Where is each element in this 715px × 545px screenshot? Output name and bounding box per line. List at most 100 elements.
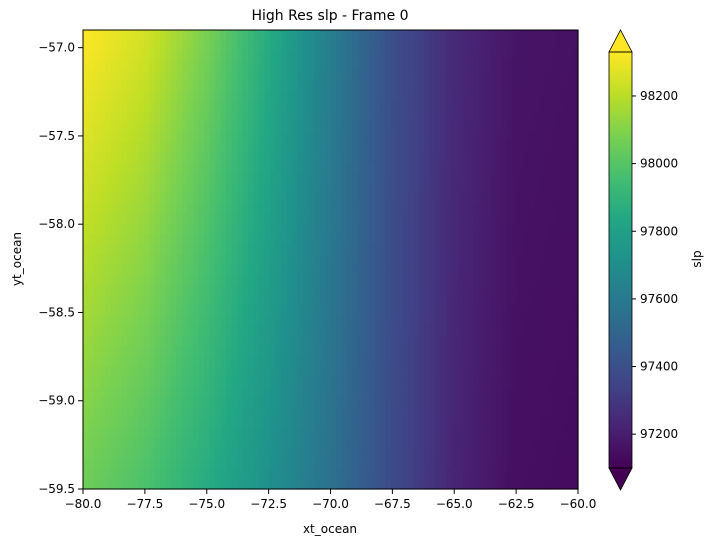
heatmap-cell <box>248 305 255 317</box>
heatmap-cell <box>171 81 178 92</box>
heatmap-cell <box>468 172 475 184</box>
heatmap-cell <box>363 305 370 317</box>
heatmap-cell <box>528 244 535 255</box>
heatmap-cell <box>561 376 568 388</box>
heatmap-cell <box>506 336 513 347</box>
heatmap-cell <box>550 295 557 306</box>
heatmap-cell <box>473 274 480 286</box>
heatmap-cell <box>319 203 326 215</box>
heatmap-cell <box>292 448 299 459</box>
heatmap-cell <box>275 193 282 204</box>
heatmap-cell <box>110 70 117 82</box>
heatmap-cell <box>231 295 238 306</box>
heatmap-cell <box>385 397 392 408</box>
heatmap-cell <box>121 213 128 225</box>
heatmap-cell <box>154 142 161 153</box>
heatmap-cell <box>512 346 519 357</box>
heatmap-cell <box>204 285 211 296</box>
colorbar-segment <box>609 436 632 441</box>
heatmap-cell <box>380 295 387 306</box>
heatmap-cell <box>572 50 579 62</box>
heatmap-cell <box>567 30 574 41</box>
heatmap-cell <box>286 111 293 123</box>
heatmap-cell <box>94 366 101 378</box>
heatmap-cell <box>215 50 222 62</box>
colorbar-segment <box>609 312 632 317</box>
heatmap-cell <box>253 60 260 72</box>
heatmap-cell <box>391 274 398 286</box>
colorbar-segment <box>609 166 632 171</box>
heatmap-cell <box>506 50 513 62</box>
heatmap-cell <box>572 468 579 480</box>
heatmap-cell <box>517 142 524 153</box>
heatmap-cell <box>270 70 277 82</box>
heatmap-cell <box>275 121 282 133</box>
heatmap-cell <box>545 264 552 276</box>
heatmap-cell <box>182 203 189 215</box>
heatmap-cell <box>193 50 200 62</box>
colorbar-segment <box>609 426 632 431</box>
heatmap-cell <box>165 152 172 164</box>
heatmap-cell <box>231 427 238 439</box>
heatmap-cell <box>281 101 288 113</box>
heatmap-cell <box>149 376 156 388</box>
heatmap-cell <box>363 70 370 82</box>
heatmap-cell <box>396 50 403 62</box>
colorbar-segment <box>609 443 632 448</box>
heatmap-cell <box>231 213 238 225</box>
heatmap-cell <box>396 458 403 470</box>
heatmap-cell <box>369 162 376 174</box>
heatmap-cell <box>314 121 321 133</box>
heatmap-cell <box>413 315 420 327</box>
heatmap-cell <box>517 40 524 51</box>
heatmap-cell <box>308 295 315 306</box>
heatmap-cell <box>424 132 431 143</box>
heatmap-cell <box>407 152 414 164</box>
heatmap-cell <box>556 356 563 368</box>
y-tick-label: −59.5 <box>38 482 75 496</box>
heatmap-cell <box>275 397 282 408</box>
heatmap-cell <box>193 40 200 51</box>
heatmap-cell <box>341 376 348 388</box>
heatmap-cell <box>506 387 513 398</box>
heatmap-cell <box>473 438 480 449</box>
heatmap-cell <box>303 478 310 490</box>
heatmap-cell <box>127 50 134 62</box>
heatmap-cell <box>116 203 123 215</box>
heatmap-cell <box>490 223 497 235</box>
heatmap-cell <box>479 213 486 225</box>
heatmap-cell <box>451 60 458 72</box>
heatmap-cell <box>446 40 453 51</box>
heatmap-cell <box>259 183 266 194</box>
heatmap-cell <box>490 60 497 72</box>
heatmap-cell <box>325 132 332 143</box>
heatmap-cell <box>171 325 178 337</box>
heatmap-cell <box>418 193 425 204</box>
heatmap-cell <box>484 101 491 113</box>
heatmap-cell <box>308 223 315 235</box>
heatmap-cell <box>132 132 139 143</box>
heatmap-cell <box>94 346 101 357</box>
heatmap-cell <box>484 325 491 337</box>
heatmap-cell <box>149 183 156 194</box>
heatmap-cell <box>176 30 183 41</box>
heatmap-cell <box>286 132 293 143</box>
heatmap-cell <box>374 458 381 470</box>
heatmap-cell <box>193 305 200 317</box>
heatmap-cell <box>132 325 139 337</box>
heatmap-cell <box>567 121 574 133</box>
heatmap-cell <box>143 142 150 153</box>
heatmap-cell <box>94 111 101 123</box>
heatmap-cell <box>226 30 233 41</box>
heatmap-cell <box>429 111 436 123</box>
heatmap-cell <box>281 274 288 286</box>
heatmap-cell <box>264 142 271 153</box>
heatmap-cell <box>572 30 579 41</box>
heatmap-cell <box>457 305 464 317</box>
heatmap-cell <box>105 70 112 82</box>
heatmap-cell <box>132 40 139 51</box>
heatmap-cell <box>215 478 222 490</box>
heatmap-cell <box>341 274 348 286</box>
heatmap-cell <box>534 407 541 419</box>
heatmap-cell <box>534 295 541 306</box>
